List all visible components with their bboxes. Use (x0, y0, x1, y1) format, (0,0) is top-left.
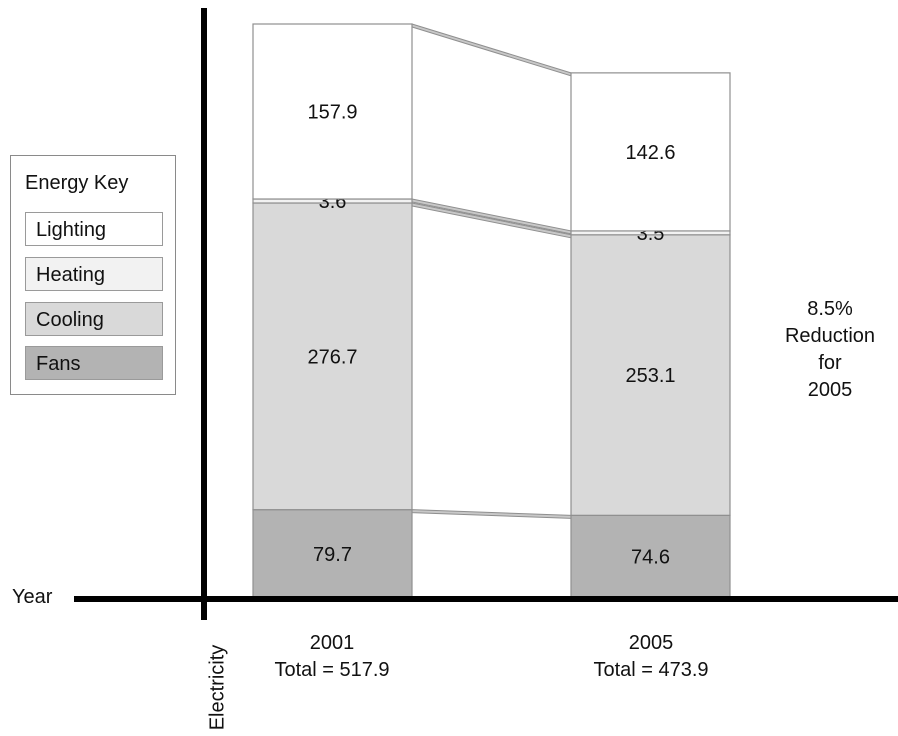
category-year: 2005 (628, 632, 674, 654)
data-label-cooling-2005: 253.1 (625, 365, 675, 387)
category-year: 2001 (309, 632, 355, 654)
connector-cooling (411, 202, 572, 239)
legend-item-lighting: Lighting (25, 212, 163, 246)
bar-segment-lighting-2005 (570, 72, 731, 232)
bar-segment-fans-2001 (252, 509, 413, 599)
bar-segment-cooling-2001 (252, 202, 413, 511)
legend-item-fans: Fans (25, 346, 163, 380)
connector-heating (411, 198, 572, 235)
y-axis-label: Electricity (206, 644, 229, 731)
bar-segment-lighting-2001 (252, 23, 413, 200)
category-total: Total = 473.9 (593, 659, 709, 681)
annotation-line: Reduction (784, 325, 876, 347)
data-label-fans-2005: 74.6 (631, 547, 670, 569)
data-label-lighting-2001: 157.9 (307, 102, 357, 124)
reduction-annotation: 8.5% Reduction for 2005 (775, 296, 885, 404)
legend: Energy Key Lighting Heating Cooling Fans (10, 155, 176, 395)
x-axis-label: Year (12, 586, 53, 608)
category-total: Total = 517.9 (274, 659, 390, 681)
connector-lighting (411, 23, 572, 77)
category-label-2005: 2005 Total = 473.9 (561, 630, 741, 684)
legend-label-cooling: Cooling (36, 309, 104, 331)
legend-title: Energy Key (25, 172, 129, 194)
category-label-2001: 2001 Total = 517.9 (242, 630, 422, 684)
data-label-cooling-2001: 276.7 (307, 346, 357, 368)
bar-segment-cooling-2005 (570, 234, 731, 516)
data-label-fans-2001: 79.7 (313, 544, 352, 566)
connector-fans (411, 509, 572, 519)
annotation-line: for (818, 352, 842, 374)
legend-item-cooling: Cooling (25, 302, 163, 336)
annotation-line: 2005 (807, 379, 853, 401)
legend-label-heating: Heating (36, 264, 105, 286)
legend-label-fans: Fans (36, 353, 81, 375)
legend-label-lighting: Lighting (36, 219, 107, 241)
annotation-line: 8.5% (807, 298, 853, 320)
legend-item-heating: Heating (25, 257, 163, 291)
data-label-lighting-2005: 142.6 (625, 142, 675, 164)
